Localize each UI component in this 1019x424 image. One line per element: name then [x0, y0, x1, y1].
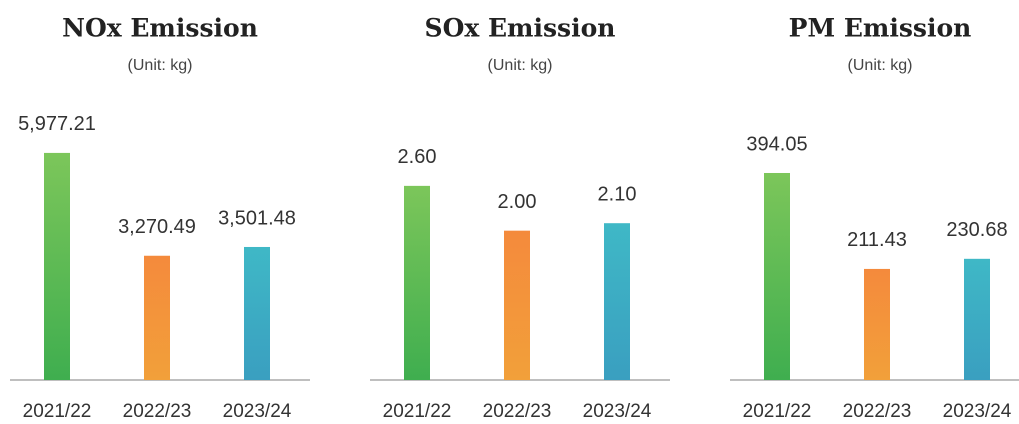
value-label: 2.00 [498, 191, 537, 213]
x-tick-label: 2021/22 [383, 401, 452, 422]
x-tick-label: 2021/22 [23, 401, 92, 422]
value-label: 211.43 [847, 229, 907, 251]
bar [604, 223, 630, 380]
chart-title: SOx Emission [425, 14, 616, 43]
x-tick-label: 2022/23 [123, 401, 192, 422]
chart-subtitle: (Unit: kg) [848, 57, 913, 74]
bar [244, 246, 270, 380]
bar [764, 172, 790, 380]
x-tick-label: 2021/22 [743, 401, 812, 422]
value-label: 230.68 [946, 219, 1007, 241]
chart-subtitle: (Unit: kg) [128, 57, 193, 74]
bar [964, 258, 990, 380]
x-tick-label: 2023/24 [583, 401, 652, 422]
chart-title: PM Emission [789, 14, 972, 43]
bar [404, 185, 430, 380]
chart-title: NOx Emission [62, 14, 258, 43]
x-tick-label: 2022/23 [483, 401, 552, 422]
chart-subtitle: (Unit: kg) [488, 57, 553, 74]
value-label: 2.10 [598, 183, 637, 205]
x-tick-label: 2023/24 [223, 401, 292, 422]
value-label: 5,977.21 [18, 113, 96, 135]
bar [864, 268, 890, 380]
bar [144, 255, 170, 380]
x-tick-label: 2023/24 [943, 401, 1012, 422]
value-label: 2.60 [398, 146, 437, 168]
value-label: 3,270.49 [118, 216, 196, 238]
bar [44, 152, 70, 380]
value-label: 394.05 [746, 133, 807, 155]
x-tick-label: 2022/23 [843, 401, 912, 422]
value-label: 3,501.48 [218, 207, 296, 229]
bar [504, 230, 530, 380]
